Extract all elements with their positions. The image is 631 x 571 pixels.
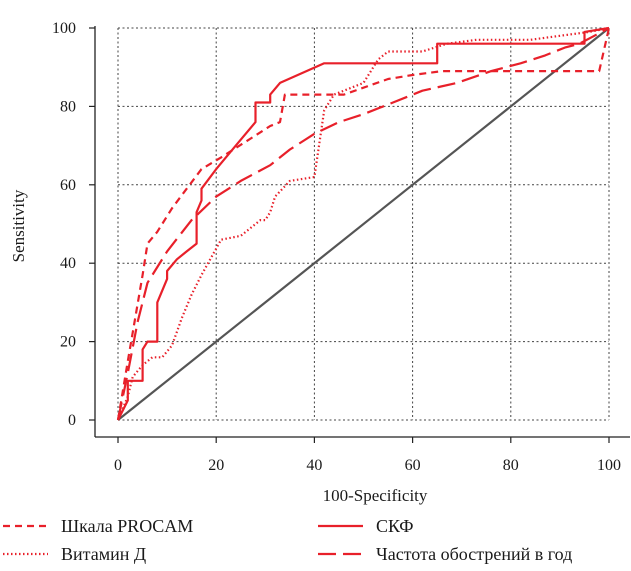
y-tick-label-0: 0 [68,412,76,429]
reference-line [117,27,610,421]
x-tick-label-4: 80 [503,457,519,474]
x-axis-title: 100-Specificity [323,486,428,505]
y-tick-label-4: 80 [60,98,76,115]
legend: Шкала PROCAM Витамин Д СКФ Частота обострен… [3,516,572,564]
x-tick-label-2: 40 [306,457,322,474]
series-line-4 [116,27,610,421]
legend-label-3: СКФ [376,516,413,536]
series-line-3 [117,26,610,421]
x-tick-label-0: 0 [114,457,122,474]
y-tick-label-3: 60 [60,177,76,194]
legend-label-4: Частота обострений в год [376,544,572,564]
reference-diagonal [117,27,610,421]
series-line-1 [116,27,611,421]
x-tick-label-5: 100 [597,457,621,474]
y-tick-label-1: 20 [60,334,76,351]
y-tick-label-2: 40 [60,255,76,272]
y-axis-title: Sensitivity [9,189,28,262]
grid [117,27,610,421]
tick-labels: 0 20 40 60 80 100 0 20 40 60 80 100 [52,20,621,474]
x-tick-label-3: 60 [405,457,421,474]
axes [89,26,630,443]
legend-label-1: Шкала PROCAM [61,516,193,536]
series-group [116,26,611,421]
y-tick-label-5: 100 [52,20,76,37]
x-tick-label-1: 20 [208,457,224,474]
legend-label-2: Витамин Д [61,544,146,564]
